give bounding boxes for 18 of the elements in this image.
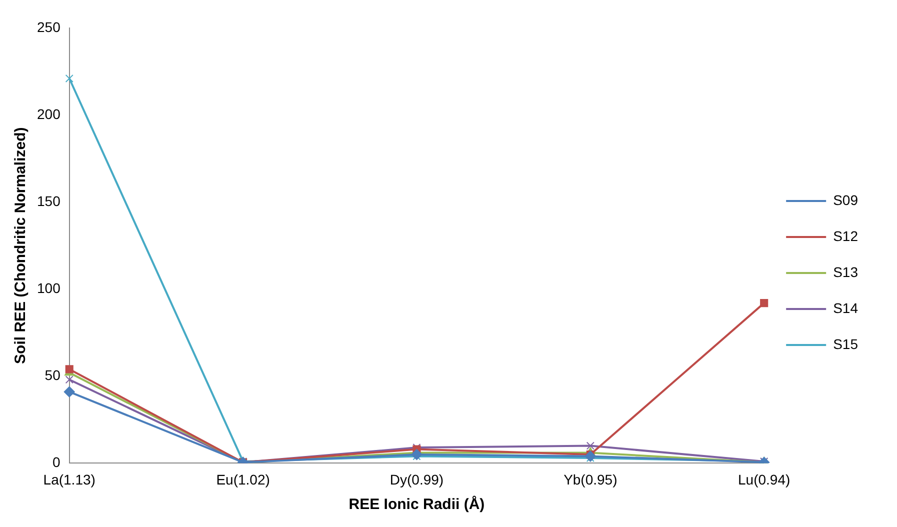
legend-label: S09	[833, 192, 858, 208]
y-tick-label: 100	[37, 280, 61, 296]
x-axis-title: REE Ionic Radii (Å)	[348, 495, 485, 514]
y-axis-title: Soil REE (Chondritic Normalized)	[12, 127, 30, 364]
legend-label: S12	[833, 228, 858, 244]
x-tick-label: Lu(0.94)	[738, 471, 790, 488]
y-tick-label: 0	[52, 454, 61, 470]
y-tick-label: 200	[37, 106, 61, 122]
legend-label: S14	[833, 300, 858, 316]
x-tick-label: Eu(1.02)	[216, 471, 270, 488]
y-tick-label: 250	[37, 18, 61, 35]
y-tick-label: 150	[37, 192, 61, 209]
x-tick-label: La(1.13)	[43, 471, 96, 488]
legend-label: S13	[833, 264, 858, 280]
y-tick-label: 50	[44, 367, 61, 384]
x-tick-label: Yb(0.95)	[564, 471, 618, 488]
x-tick-label: Dy(0.99)	[390, 471, 444, 488]
legend-label: S15	[833, 336, 858, 352]
